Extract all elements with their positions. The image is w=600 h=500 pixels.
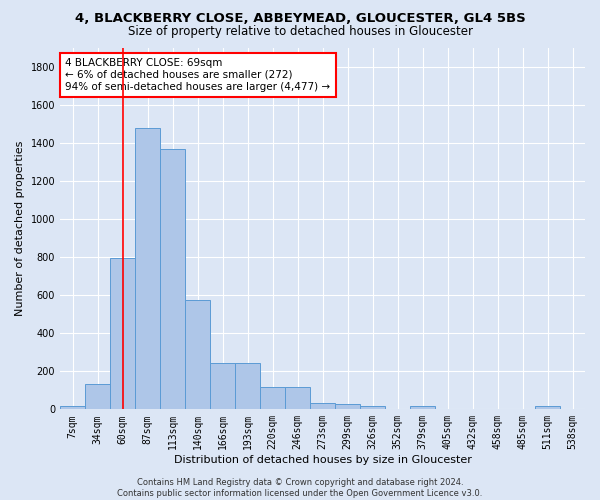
Text: Size of property relative to detached houses in Gloucester: Size of property relative to detached ho…: [128, 25, 473, 38]
Bar: [60, 406, 85, 409]
Bar: [410, 406, 435, 409]
Bar: [310, 402, 335, 409]
Bar: [235, 362, 260, 410]
Text: 4 BLACKBERRY CLOSE: 69sqm
← 6% of detached houses are smaller (272)
94% of semi-: 4 BLACKBERRY CLOSE: 69sqm ← 6% of detach…: [65, 58, 331, 92]
Bar: [285, 388, 310, 409]
Bar: [135, 128, 160, 410]
Bar: [335, 404, 360, 409]
Bar: [260, 388, 285, 409]
X-axis label: Distribution of detached houses by size in Gloucester: Distribution of detached houses by size …: [173, 455, 472, 465]
Bar: [185, 300, 210, 410]
Bar: [210, 362, 235, 410]
Bar: [360, 406, 385, 409]
Y-axis label: Number of detached properties: Number of detached properties: [15, 140, 25, 316]
Text: 4, BLACKBERRY CLOSE, ABBEYMEAD, GLOUCESTER, GL4 5BS: 4, BLACKBERRY CLOSE, ABBEYMEAD, GLOUCEST…: [74, 12, 526, 26]
Bar: [535, 406, 560, 409]
Bar: [85, 384, 110, 409]
Bar: [160, 150, 185, 410]
Bar: [110, 258, 135, 410]
Text: Contains HM Land Registry data © Crown copyright and database right 2024.
Contai: Contains HM Land Registry data © Crown c…: [118, 478, 482, 498]
